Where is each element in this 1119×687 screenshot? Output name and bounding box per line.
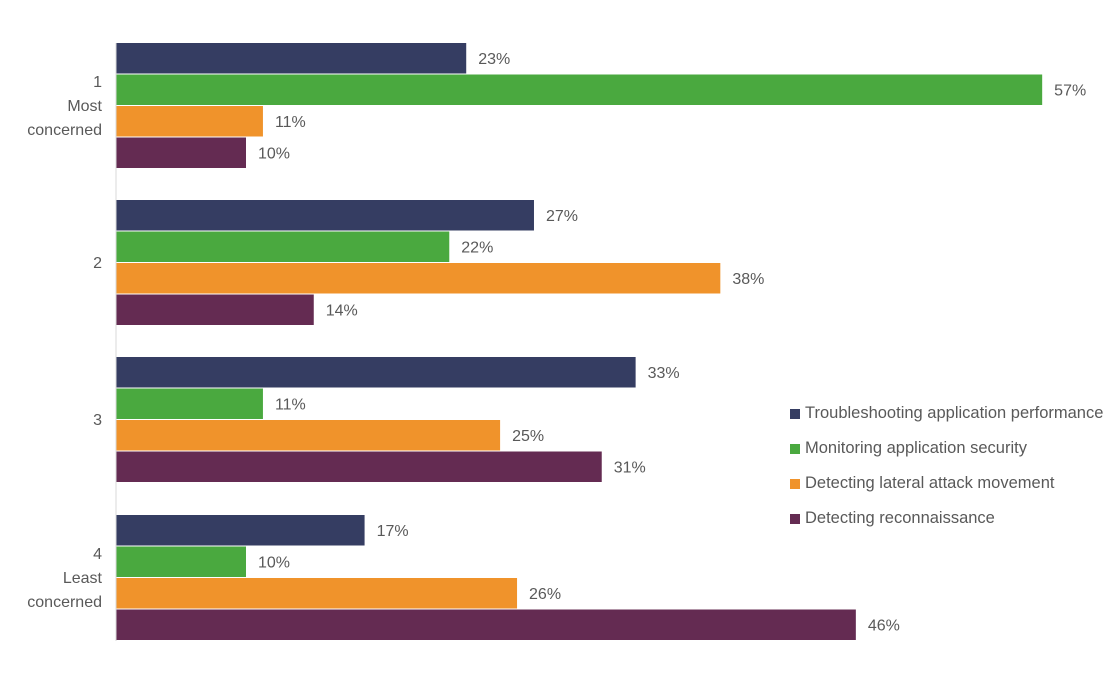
legend-label: Monitoring application security [805, 439, 1027, 457]
data-label: 33% [648, 365, 680, 382]
legend-swatch [790, 513, 800, 524]
legend-swatch [790, 443, 800, 454]
bar [116, 294, 314, 325]
data-label: 10% [258, 145, 290, 162]
bar [116, 451, 602, 482]
bar [116, 106, 263, 137]
category-label: 2 [93, 255, 102, 272]
data-label: 26% [529, 586, 561, 603]
data-label: 22% [461, 239, 493, 256]
bar [116, 137, 246, 168]
bar [116, 357, 636, 388]
data-label: 11% [275, 114, 306, 131]
category-label: concerned [27, 594, 102, 611]
legend-label: Troubleshooting application performance [805, 404, 1104, 422]
data-label: 11% [275, 396, 306, 413]
legend-item: Monitoring application security [790, 431, 1103, 466]
legend-item: Detecting lateral attack movement [790, 466, 1103, 501]
bar [116, 263, 721, 294]
data-label: 31% [614, 459, 646, 476]
category-label: Least [63, 570, 103, 587]
bar [116, 43, 467, 74]
bar [116, 388, 263, 419]
data-label: 27% [546, 208, 578, 225]
data-label: 46% [868, 617, 900, 634]
category-label: 3 [93, 412, 102, 429]
category-label: 1 [93, 74, 102, 91]
bar [116, 609, 856, 640]
bar [116, 74, 1043, 105]
category-label: 4 [93, 546, 102, 563]
bar [116, 515, 365, 546]
bar [116, 546, 246, 577]
legend-item: Troubleshooting application performance [790, 396, 1103, 431]
data-label: 38% [732, 271, 764, 288]
legend-swatch [790, 408, 800, 419]
data-label: 25% [512, 428, 544, 445]
data-label: 10% [258, 554, 290, 571]
bar [116, 200, 534, 231]
legend-swatch [790, 478, 800, 489]
legend: Troubleshooting application performance … [790, 396, 1103, 536]
bar [116, 420, 501, 451]
legend-label: Detecting lateral attack movement [805, 474, 1055, 492]
bar [116, 578, 518, 609]
data-label: 57% [1054, 82, 1086, 99]
category-label: concerned [27, 122, 102, 139]
data-label: 23% [478, 51, 510, 68]
legend-label: Detecting reconnaissance [805, 509, 995, 527]
data-label: 17% [377, 523, 409, 540]
legend-item: Detecting reconnaissance [790, 501, 1103, 536]
bar [116, 231, 450, 262]
data-label: 14% [326, 302, 358, 319]
category-label: Most [67, 98, 102, 115]
